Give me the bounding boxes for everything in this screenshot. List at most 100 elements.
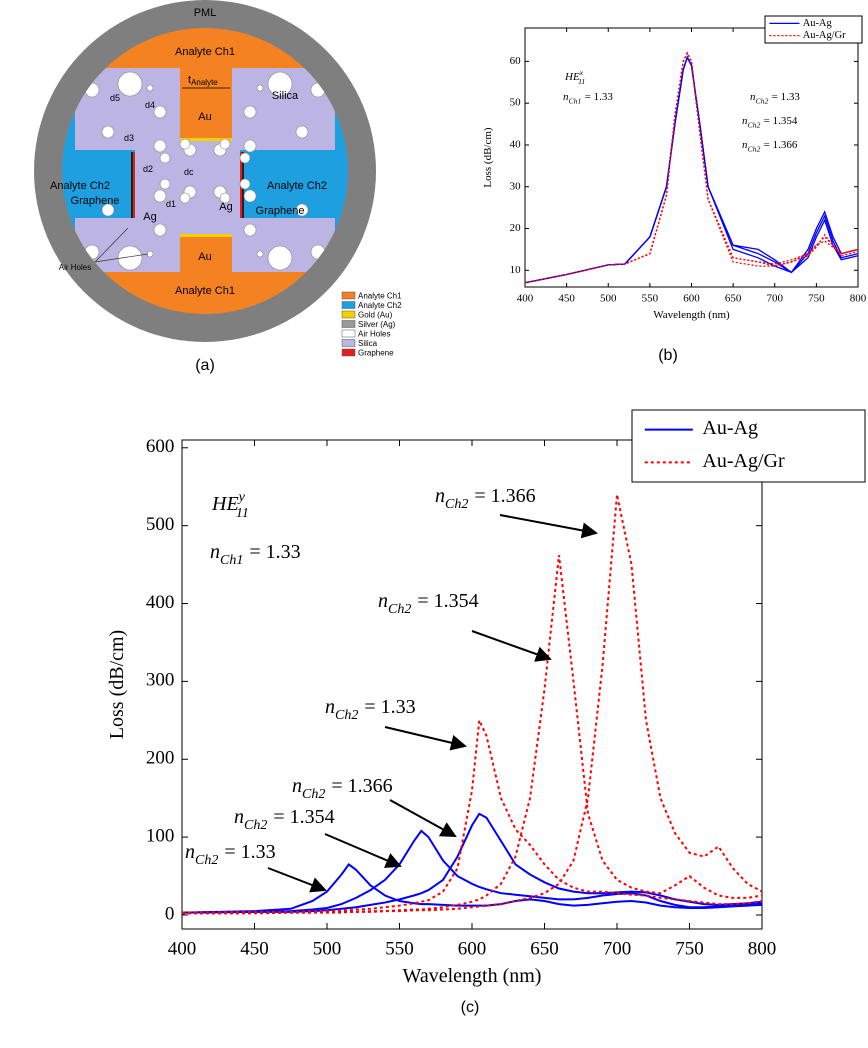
diagram: PML Analyte Ch1 Analyte Ch1 Analyte Ch2 … xyxy=(34,0,402,358)
legend-swatch xyxy=(341,329,356,338)
x-tick-label: 600 xyxy=(458,938,487,959)
x-tick-label: 700 xyxy=(603,938,632,959)
math-rest: = 1.33 xyxy=(364,696,415,718)
math-sub: Ch2 xyxy=(748,144,761,153)
math-base: n xyxy=(185,841,195,863)
annotation-arrow xyxy=(324,833,402,868)
pointer xyxy=(94,253,149,263)
math-sub: Ch1 xyxy=(220,553,243,568)
math-base: n xyxy=(742,115,748,127)
math-sub: Ch2 xyxy=(756,96,769,105)
math-rest: = 1.366 xyxy=(474,485,535,507)
legend-swatch xyxy=(341,310,356,319)
caption: (a) xyxy=(195,357,215,374)
x-tick-label: 750 xyxy=(675,938,704,959)
legend-label: Au-Ag/Gr xyxy=(803,30,846,41)
legend-label: Gold (Au) xyxy=(358,311,393,320)
caption: (c) xyxy=(461,999,480,1016)
gold-layer xyxy=(180,234,232,237)
math-base: n xyxy=(563,91,569,103)
air-hole xyxy=(239,178,251,190)
math-sub: Ch2 xyxy=(335,708,358,723)
air-hole xyxy=(101,203,115,217)
silver-layer xyxy=(131,152,133,218)
annotation-arrow xyxy=(267,867,327,893)
legend-label: Analyte Ch1 xyxy=(358,292,402,301)
x-tick-label: 400 xyxy=(517,293,534,305)
math-sub: 11 xyxy=(578,77,585,86)
x-tick-label: 400 xyxy=(168,938,197,959)
ag-label: Ag xyxy=(219,201,232,213)
air-hole xyxy=(267,71,293,97)
x-tick-label: 800 xyxy=(850,293,867,305)
math-sub: 11 xyxy=(236,506,249,521)
air-hole xyxy=(295,125,309,139)
annotation-arrow xyxy=(389,799,457,837)
math-rest: = 1.33 xyxy=(585,91,614,103)
x-tick-label: 450 xyxy=(240,938,269,959)
math-sup: y xyxy=(237,490,246,505)
annotation: nCh1 = 1.33 xyxy=(563,91,613,105)
x-tick-label: 700 xyxy=(767,293,784,305)
air-holes xyxy=(84,71,326,271)
dimension-label: d5 xyxy=(110,93,120,103)
legend-label: Graphene xyxy=(358,349,394,358)
air-hole xyxy=(117,71,143,97)
math-rest: = 1.33 xyxy=(224,841,275,863)
math-rest: = 1.354 xyxy=(764,115,798,127)
caption: (b) xyxy=(658,347,678,364)
math-sub: Ch1 xyxy=(569,96,582,105)
math-rest: = 1.354 xyxy=(417,590,478,612)
legend-label: Au-Ag/Gr xyxy=(702,450,785,472)
air-hole xyxy=(153,223,167,237)
air-hole xyxy=(153,189,167,203)
annotation: nCh2 = 1.33 xyxy=(325,696,416,723)
legend-swatch xyxy=(341,301,356,309)
y-tick-label: 200 xyxy=(146,748,175,769)
math-base: HE xyxy=(211,493,239,515)
charts: 400 450 500 550 600 650 700 750 800 10 20 30 40 50 60 W… xyxy=(106,15,867,987)
x-tick-label: 600 xyxy=(683,293,700,305)
x-tick-label: 800 xyxy=(748,938,777,959)
x-tick-label: 750 xyxy=(808,293,825,305)
analyte-ch2-notch xyxy=(240,150,340,218)
y-tick-label: 60 xyxy=(510,55,522,67)
math-base: n xyxy=(435,485,445,507)
gold-layer xyxy=(180,138,232,141)
air-hole xyxy=(179,192,191,204)
x-axis-label: Wavelength (nm) xyxy=(403,965,542,987)
ch2-label: Analyte Ch2 xyxy=(50,180,110,192)
legend-swatch xyxy=(341,339,356,347)
y-tick-label: 30 xyxy=(510,180,522,192)
series-line xyxy=(524,55,859,284)
dimension-label: d3 xyxy=(124,133,134,143)
t-base: t xyxy=(188,74,191,86)
legend-label: Au-Ag xyxy=(803,18,833,29)
graphene-label: Graphene xyxy=(256,205,305,217)
air-hole xyxy=(243,105,257,119)
annotation: HEy 11 xyxy=(211,490,249,521)
legend-swatch xyxy=(341,348,356,357)
pointer xyxy=(94,227,129,263)
t-sub: Analyte xyxy=(191,78,218,87)
annotation: nCh2 = 1.33 xyxy=(750,91,800,105)
air-hole xyxy=(256,250,264,258)
x-tick-label: 650 xyxy=(725,293,742,305)
air-hole xyxy=(101,125,115,139)
air-hole xyxy=(243,223,257,237)
y-axis-label: Loss (dB/cm) xyxy=(106,630,128,739)
legend-swatch xyxy=(341,320,356,328)
annotation: nCh2 = 1.354 xyxy=(378,590,479,617)
math-sub: Ch2 xyxy=(445,497,468,512)
air-hole xyxy=(146,84,154,92)
x-tick-label: 650 xyxy=(530,938,559,959)
series-line xyxy=(181,812,763,914)
math-rest: = 1.366 xyxy=(331,775,392,797)
annotation: HEx 11 xyxy=(564,68,585,86)
ch2-label: Analyte Ch2 xyxy=(267,180,327,192)
air-hole xyxy=(159,178,171,190)
y-tick-label: 600 xyxy=(146,436,175,457)
legend-label: Silica xyxy=(358,339,378,348)
air-hole xyxy=(153,139,167,153)
